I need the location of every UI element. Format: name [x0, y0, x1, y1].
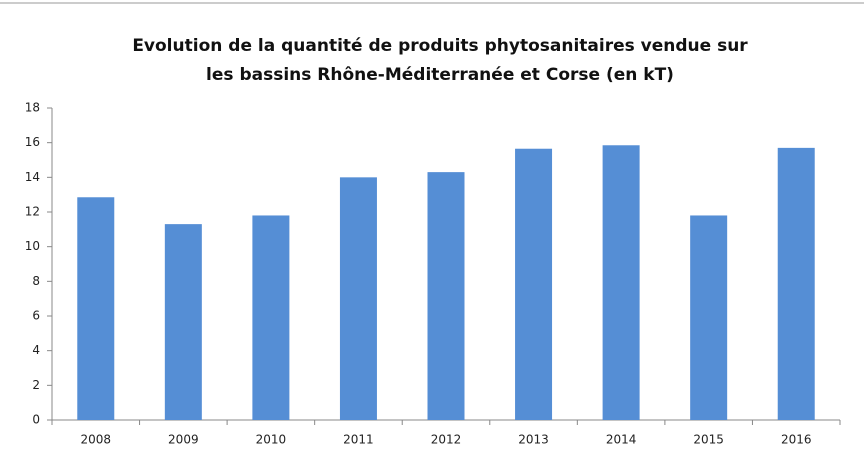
x-tick-label: 2010 [256, 433, 287, 447]
y-tick-label: 12 [25, 205, 40, 219]
chart-title: Evolution de la quantité de produits phy… [132, 36, 748, 56]
bar [164, 224, 202, 420]
y-tick-label: 14 [25, 170, 40, 184]
bar [515, 148, 553, 420]
x-tick-label: 2014 [606, 433, 637, 447]
x-tick-label: 2011 [343, 433, 374, 447]
x-tick-label: 2009 [168, 433, 199, 447]
bar [602, 145, 640, 420]
bar [77, 197, 115, 420]
y-tick-label: 18 [25, 101, 40, 115]
x-tick-label: 2012 [431, 433, 462, 447]
bar [339, 177, 377, 420]
y-tick-label: 2 [32, 378, 40, 392]
bar [777, 147, 815, 420]
y-tick-label: 8 [32, 274, 40, 288]
x-tick-label: 2016 [781, 433, 812, 447]
y-tick-label: 6 [32, 309, 40, 323]
x-tick-label: 2008 [81, 433, 112, 447]
y-tick-label: 10 [25, 239, 40, 253]
bar [690, 215, 728, 420]
bar [427, 172, 465, 420]
x-tick-label: 2015 [693, 433, 724, 447]
bar [252, 215, 290, 420]
y-tick-label: 0 [32, 413, 40, 427]
y-tick-label: 4 [32, 343, 40, 357]
y-tick-label: 16 [25, 135, 40, 149]
x-tick-label: 2013 [518, 433, 549, 447]
chart-title: les bassins Rhône-Méditerranée et Corse … [206, 65, 674, 85]
